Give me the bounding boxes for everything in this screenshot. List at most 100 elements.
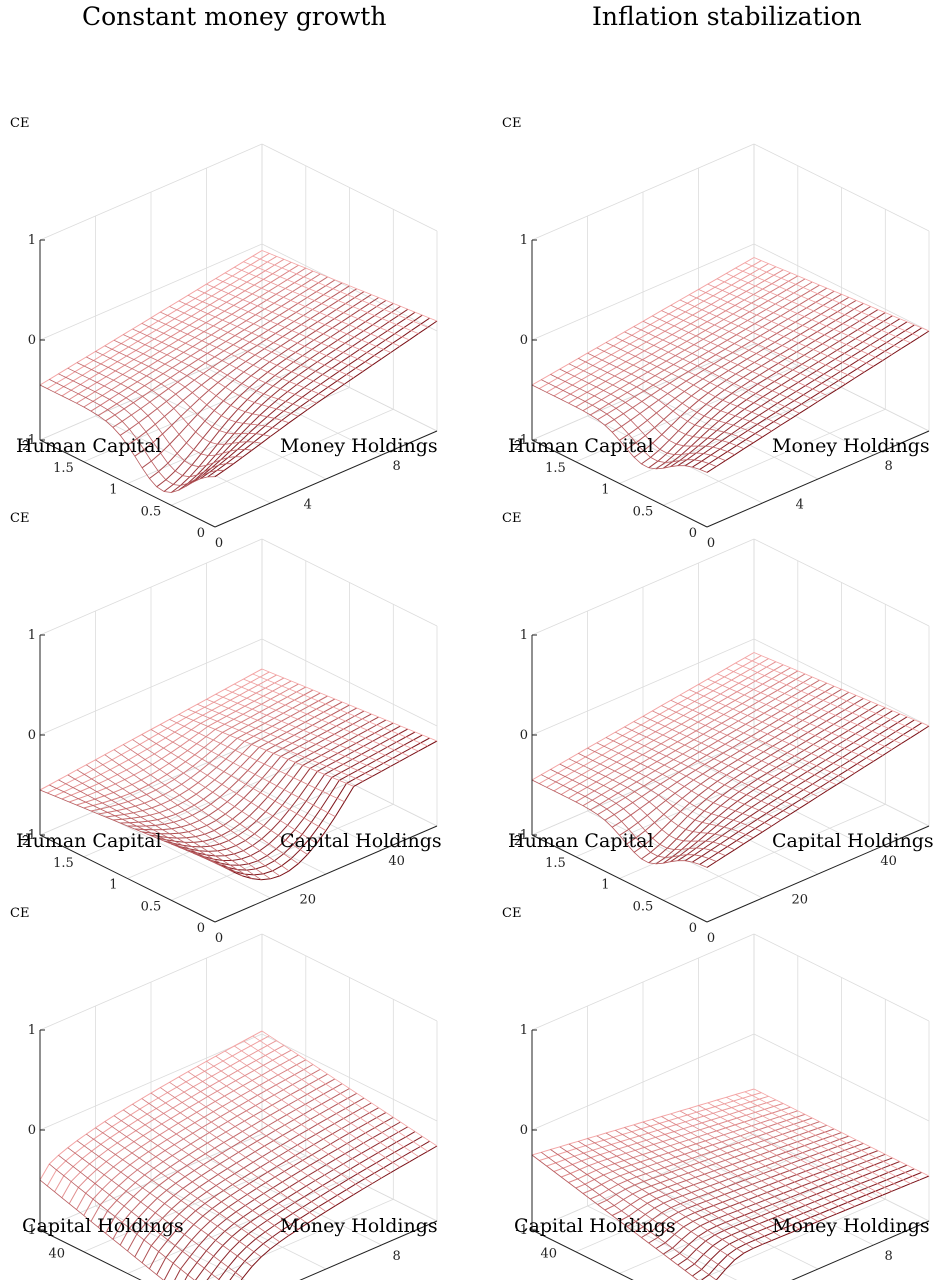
z-tick-label: 1: [520, 1023, 528, 1038]
z-axis-label: CE: [502, 116, 521, 131]
z-axis-label: CE: [10, 511, 29, 526]
z-axis-label: CE: [10, 116, 29, 131]
z-axis-label: CE: [10, 906, 29, 921]
x-axis-label: Capital Holdings: [514, 1215, 676, 1237]
x-tick-label: 1.5: [545, 856, 566, 871]
surface-mesh-line: [634, 695, 856, 852]
z-tick-label: 0: [28, 333, 36, 348]
y-tick-label: 8: [392, 1249, 400, 1264]
y-axis-label: Money Holdings: [772, 435, 930, 457]
z-tick-label: 0: [28, 1123, 36, 1138]
y-axis-label: Capital Holdings: [280, 830, 442, 852]
surface-mesh-line: [680, 300, 855, 378]
surface-mesh-line: [179, 714, 354, 786]
surface-mesh-line: [133, 329, 308, 410]
surface-mesh-line: [560, 1147, 735, 1260]
z-axis-label: CE: [502, 906, 521, 921]
grid-line: [576, 1156, 798, 1252]
surface-mesh-line: [77, 1141, 252, 1267]
surface-mesh-line: [598, 285, 820, 420]
surface-mesh-line: [114, 750, 289, 871]
surface-mesh-line: [253, 674, 428, 746]
surface-mesh-line: [142, 323, 317, 403]
surface-plot-money-capital-inflation: -10102040048 CE Capital Holdings Money H…: [492, 885, 932, 1280]
z-tick-label: 0: [520, 1123, 528, 1138]
z-tick-label: 0: [520, 728, 528, 743]
surface-mesh-line: [207, 699, 382, 771]
surface-mesh-line: [736, 268, 911, 343]
surface-mesh-line: [200, 1136, 422, 1280]
surface-mesh-line: [105, 755, 280, 876]
surface-mesh-line: [49, 785, 224, 867]
title-constant-money-growth: Constant money growth: [82, 2, 386, 31]
surface-mesh-line: [625, 332, 800, 413]
surface-plot-money-capital: -10102040048 CE Capital Holdings Money H…: [0, 885, 440, 1280]
surface-mesh-line: [662, 311, 837, 390]
surface-mesh-line: [699, 684, 874, 761]
surface-mesh-line: [634, 722, 809, 803]
y-tick-label: 8: [392, 459, 400, 474]
x-tick-label: 1.5: [53, 856, 74, 871]
x-tick-label: 1.5: [545, 461, 566, 476]
z-tick-label: 1: [28, 1023, 36, 1038]
surface-mesh-line: [652, 711, 827, 791]
surface-mesh-line: [244, 679, 419, 751]
surface-mesh-line: [170, 719, 345, 801]
surface-mesh-line: [188, 1072, 363, 1189]
z-tick-label: 1: [28, 233, 36, 248]
y-axis-label: Money Holdings: [280, 435, 438, 457]
x-axis-line: [532, 1230, 707, 1280]
surface-mesh-line: [671, 700, 846, 779]
y-axis-label: Capital Holdings: [772, 830, 934, 852]
x-axis-label: Capital Holdings: [22, 1215, 184, 1237]
surface-mesh-line: [736, 663, 911, 738]
y-tick-label: 40: [880, 854, 897, 869]
z-tick-label: 1: [28, 628, 36, 643]
surface-mesh-line: [171, 1117, 393, 1280]
surface-mesh-line: [234, 684, 409, 756]
x-axis-label: Human Capital: [508, 435, 654, 457]
z-tick-label: 0: [28, 728, 36, 743]
surface-mesh-line: [86, 765, 261, 880]
surface-mesh-line: [253, 256, 428, 327]
surface-mesh-line: [699, 289, 874, 366]
surface-mesh-line: [225, 1051, 400, 1167]
surface-mesh-line: [745, 263, 920, 337]
surface-mesh-line: [84, 1060, 306, 1216]
x-axis-label: Human Capital: [508, 830, 654, 852]
x-axis-label: Human Capital: [16, 435, 162, 457]
surface-mesh-line: [634, 327, 809, 408]
y-axis-label: Money Holdings: [772, 1215, 930, 1237]
surface-mesh-line: [625, 727, 800, 808]
surface-mesh-line: [680, 695, 855, 773]
z-tick-label: 0: [520, 333, 528, 348]
surface-mesh-line: [216, 694, 391, 766]
surface-mesh-line: [98, 1069, 320, 1227]
surface-mesh-line: [652, 316, 827, 396]
surface-mesh-line: [662, 706, 837, 785]
surface-mesh-line: [188, 709, 363, 781]
surface-mesh-line: [745, 658, 920, 732]
y-tick-label: 8: [884, 1249, 892, 1264]
z-axis-label: CE: [502, 511, 521, 526]
z-tick-label: 1: [520, 233, 528, 248]
y-axis-label: Money Holdings: [280, 1215, 438, 1237]
surface-mesh-line: [105, 346, 280, 430]
surface-mesh-line: [643, 716, 818, 796]
y-tick-label: 40: [388, 854, 405, 869]
grid-line: [532, 1230, 707, 1280]
surface-mesh-line: [225, 689, 400, 761]
title-inflation-stabilization: Inflation stabilization: [592, 2, 862, 31]
z-tick-label: 1: [520, 628, 528, 643]
surface-mesh-line: [253, 1036, 428, 1151]
x-axis-label: Human Capital: [16, 830, 162, 852]
x-tick-label: 1.5: [53, 461, 74, 476]
